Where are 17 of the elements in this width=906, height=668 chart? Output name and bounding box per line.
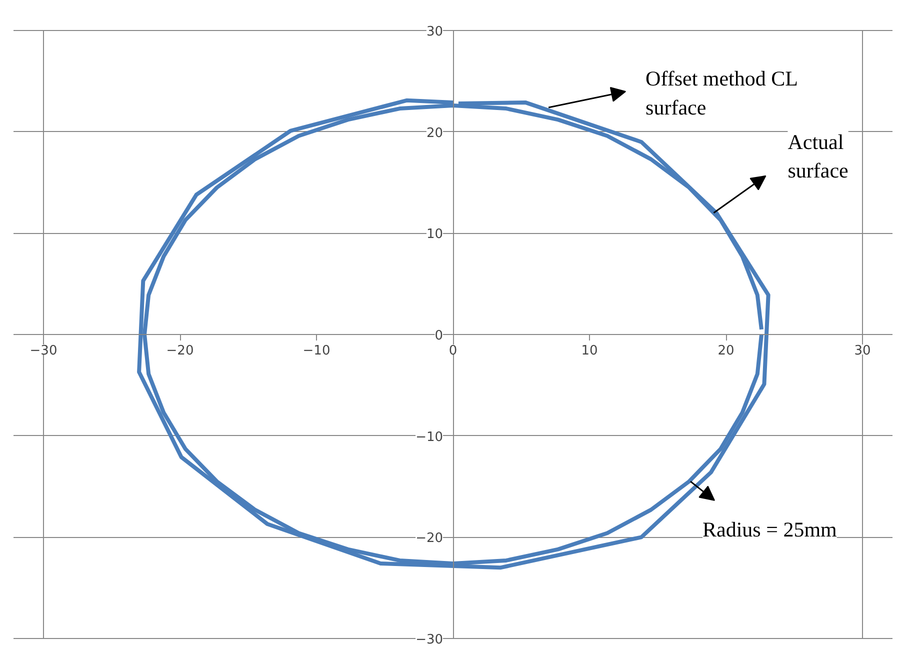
y-tick-label: 0	[434, 328, 444, 344]
y-tick-label: 10	[426, 227, 444, 242]
x-tick-label: 30	[854, 344, 871, 358]
x-tick-label: 20	[718, 344, 734, 358]
x-tick-label: −20	[166, 344, 194, 358]
x-tick-label: −30	[30, 344, 58, 358]
x-tick-label: −10	[302, 344, 330, 358]
x-tick-label: 0	[448, 344, 458, 358]
y-tick-label: −20	[416, 531, 444, 546]
y-tick-label: 30	[426, 24, 444, 40]
y-tick-label: −30	[416, 632, 444, 648]
annotation: Radius = 25mm	[702, 517, 837, 542]
annotation: Actual surface	[788, 130, 848, 183]
annotation: Offset method CL surface	[646, 66, 798, 120]
y-tick-label: 20	[426, 126, 444, 141]
y-tick-label: −10	[416, 430, 444, 445]
x-tick-label: 10	[581, 344, 598, 358]
